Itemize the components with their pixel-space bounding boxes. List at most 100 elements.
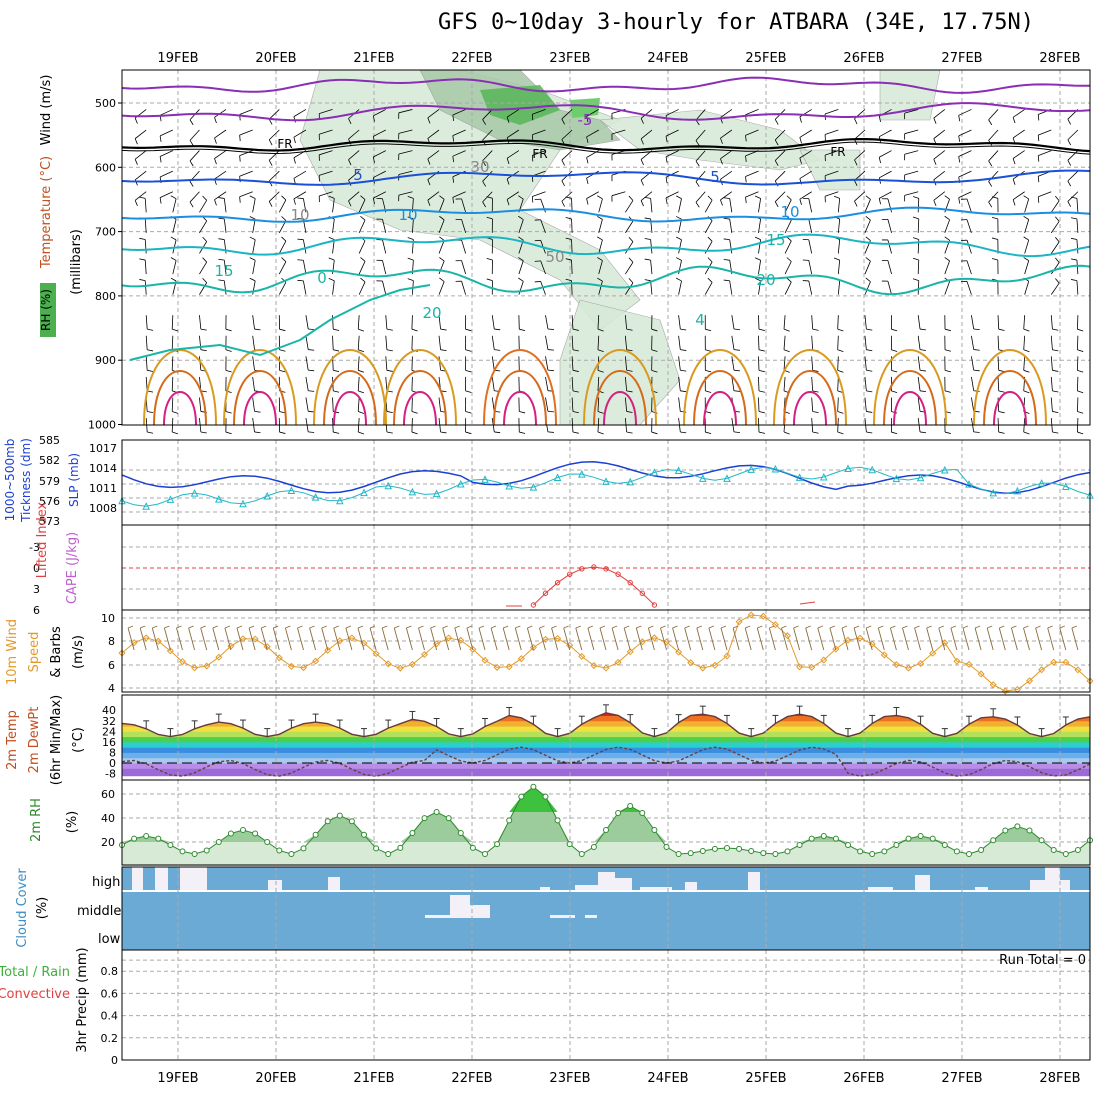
cloud-gap (268, 880, 282, 890)
slp-marker (819, 472, 828, 481)
wind10-barb (139, 627, 147, 651)
wind-barb (866, 328, 873, 331)
temp-tick: 24 (102, 725, 116, 738)
wind-barb (360, 257, 366, 262)
wind10-barb (430, 627, 438, 651)
wind-barb (705, 328, 712, 332)
wind-barb (1055, 216, 1060, 222)
rh-marker (953, 848, 960, 855)
wind-barb (933, 170, 946, 181)
rh2m-panel: 60 40 20 2m RH (%) (29, 779, 1093, 866)
wind-barb (695, 119, 700, 126)
wind-speed-marker (856, 634, 864, 642)
wind-speed-marker (118, 649, 126, 657)
wind10-barb (623, 627, 631, 651)
wind-barb (758, 198, 761, 213)
wind-barb (358, 281, 366, 295)
wind-barb (239, 135, 241, 142)
rh-marker (348, 818, 355, 825)
wind-barb (958, 197, 961, 204)
wind-barb (134, 138, 138, 145)
wind10-barb (732, 627, 740, 651)
bl-temp-contour (593, 370, 647, 426)
wind10-barb (829, 627, 837, 651)
wind-speed-marker (384, 660, 392, 668)
wind-barb (695, 181, 700, 187)
thickness-tick: 579 (39, 475, 60, 488)
rh-marker (663, 843, 670, 850)
wind-barb (482, 160, 487, 167)
wind-barb (252, 260, 256, 275)
wind-barb (452, 135, 455, 142)
wind10-barb (902, 625, 908, 629)
wind-barb (650, 280, 653, 295)
wind-barb (172, 411, 179, 414)
wind-barb (1067, 191, 1079, 202)
cape-lifted-panel: -3 0 3 6 Lifted Index CAPE (J/kg) (29, 501, 1091, 617)
wind-barb (279, 431, 286, 434)
wind-barb (598, 198, 603, 213)
wind-barb (386, 349, 393, 352)
wind-barb (358, 199, 366, 213)
wind-barb (644, 258, 651, 261)
wind-barb (837, 397, 839, 412)
wind-barb (991, 258, 998, 261)
wind-barb (561, 129, 573, 140)
rh-marker (542, 793, 549, 800)
bl-temp-contour (893, 391, 927, 426)
wind-barb (988, 150, 999, 162)
wind-barb (486, 278, 493, 281)
wind10-barb (418, 625, 424, 629)
wind-barb (812, 411, 819, 414)
lifted-marker (627, 579, 633, 586)
wind-barb (545, 335, 549, 350)
date-label-bottom: 27FEB (941, 1071, 982, 1086)
wind10-barb (297, 625, 303, 629)
wind-barb (297, 279, 304, 282)
rh-area (122, 786, 1090, 866)
wind-barb (382, 280, 387, 295)
wind-barb (439, 215, 445, 221)
wind-barb (998, 390, 1005, 393)
wind10-barb (635, 627, 643, 651)
wind-barb (786, 236, 792, 242)
wind10-barb (1047, 625, 1053, 629)
wind-barb (147, 431, 154, 434)
wind-barb (305, 356, 309, 371)
wind-barb (332, 335, 334, 350)
wind-barb (745, 135, 747, 142)
wind-barb (665, 177, 668, 184)
wind-barb (438, 315, 441, 330)
wind-barb (278, 282, 287, 295)
wind-barb (917, 335, 921, 350)
wind-barb (640, 179, 644, 186)
wind-barb (774, 160, 779, 166)
cape-tick: -3 (29, 541, 40, 554)
wind-barb (704, 220, 713, 234)
slp-marker (1013, 486, 1022, 495)
wind-barb (917, 198, 920, 213)
wind-barb (854, 159, 858, 166)
wind-barb (482, 181, 487, 187)
wind-barb (1012, 178, 1016, 185)
wind-barb (733, 369, 740, 372)
wind10-barb (793, 627, 801, 651)
wind-barb (799, 137, 802, 144)
wind-barb (407, 195, 414, 199)
wind10-barb (309, 625, 315, 629)
wind-speed-marker (687, 659, 695, 667)
wind-barb (223, 218, 227, 233)
wind-barb (1067, 118, 1072, 125)
wind-barb (159, 197, 162, 204)
rh-marker (566, 841, 573, 848)
wind10-barb (503, 625, 509, 629)
wind-speed-marker (324, 646, 332, 654)
wind-barb (912, 216, 919, 220)
wind10-barb (878, 625, 884, 629)
rh-marker (252, 830, 259, 837)
wind10-barb (805, 627, 813, 651)
wind-barb (332, 315, 334, 330)
wind-barb (144, 218, 147, 233)
slp-marker (166, 495, 175, 503)
freezing-line (121, 141, 1091, 155)
